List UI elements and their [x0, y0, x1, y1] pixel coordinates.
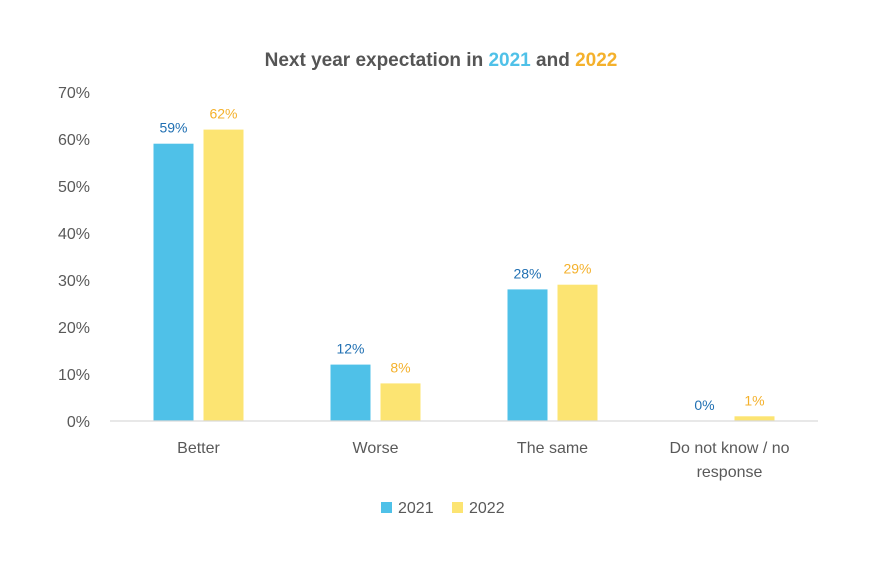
legend-swatch-2022 — [452, 502, 463, 513]
x-tick-label: The same — [517, 440, 588, 457]
bars — [153, 129, 775, 421]
data-label-2021: 28% — [513, 265, 541, 281]
title-prefix: Next year expectation in — [265, 50, 489, 71]
chart-title: Next year expectation in 2021 and 2022 — [265, 50, 618, 71]
data-label-2022: 29% — [563, 261, 591, 277]
title-year-2022: 2022 — [575, 50, 617, 71]
legend-label-2022: 2022 — [469, 500, 505, 517]
title-year-2021: 2021 — [488, 50, 531, 71]
y-tick-label: 30% — [58, 273, 90, 290]
y-tick-label: 20% — [58, 320, 90, 337]
bar-2022 — [734, 416, 775, 421]
y-tick-label: 60% — [58, 132, 90, 149]
data-label-2022: 8% — [390, 359, 410, 375]
bar-2021 — [153, 143, 194, 421]
x-tick-label: Worse — [353, 440, 399, 457]
legend-label-2021: 2021 — [398, 500, 434, 517]
y-tick-label: 40% — [58, 226, 90, 243]
bar-2021 — [330, 364, 371, 421]
data-label-2022: 1% — [744, 392, 764, 408]
data-label-2022: 62% — [209, 106, 237, 122]
bar-2021 — [507, 289, 548, 421]
y-tick-label: 70% — [58, 85, 90, 102]
y-tick-label: 10% — [58, 367, 90, 384]
title-middle: and — [531, 50, 575, 71]
data-labels: 59% 62% 12% 8% 28% 29% 0% 1% — [159, 106, 764, 413]
y-axis-ticks: 0% 10% 20% 30% 40% 50% 60% 70% — [58, 85, 90, 431]
data-label-2021: 59% — [159, 120, 187, 136]
data-label-2021: 0% — [694, 397, 714, 413]
legend-swatch-2021 — [381, 502, 392, 513]
y-tick-label: 0% — [67, 414, 90, 431]
legend: 2021 2022 — [381, 500, 505, 517]
bar-2022 — [203, 129, 244, 421]
x-tick-label: Do not know / no response — [669, 440, 789, 481]
data-label-2021: 12% — [336, 341, 364, 357]
y-tick-label: 50% — [58, 179, 90, 196]
x-tick-label: Better — [177, 440, 220, 457]
bar-2022 — [557, 284, 598, 421]
bar-2022 — [380, 383, 421, 421]
x-axis-labels: Better Worse The same Do not know / no respo… — [177, 440, 789, 481]
